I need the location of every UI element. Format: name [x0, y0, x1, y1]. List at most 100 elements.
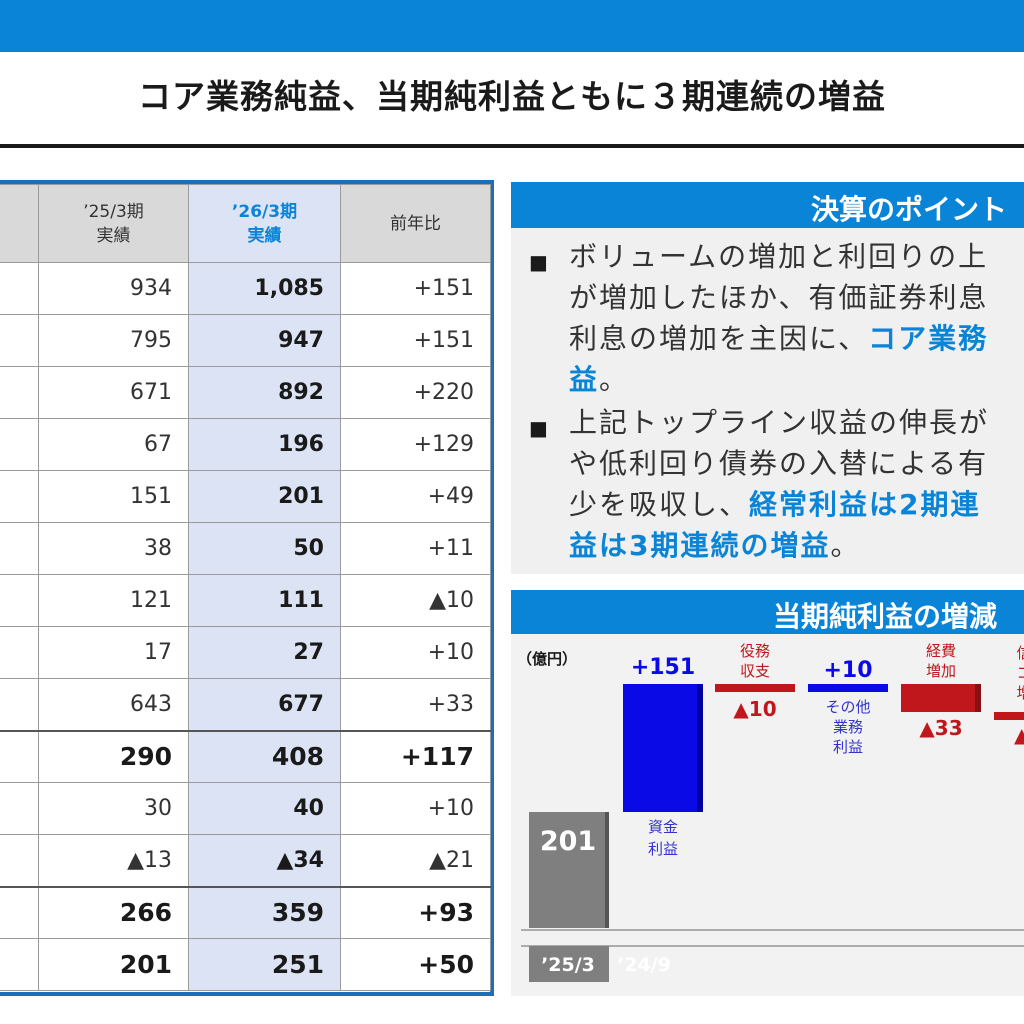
cell-current: 196 [188, 418, 341, 471]
cell-prev: 17 [38, 626, 189, 679]
cell-yoy: +129 [340, 418, 491, 471]
axis-label: ’25/3 [541, 954, 595, 976]
cell-yoy: +220 [340, 366, 491, 419]
cell-current: 111 [188, 574, 341, 627]
row-label-cell [0, 729, 39, 783]
step-label-3b: 業務 [833, 718, 863, 736]
table-row: 290 408 +117 [0, 729, 491, 783]
cell-prev: 934 [38, 262, 189, 315]
step-bar-1 [623, 684, 703, 812]
step-label-2a: 役務 [740, 642, 770, 660]
row-label-cell [0, 885, 39, 939]
bullet-icon: ■ [529, 250, 548, 274]
cell-yoy: +93 [340, 885, 491, 939]
cell-prev: 795 [38, 314, 189, 367]
page-title: コア業務純益、当期純利益ともに３期連続の増益 [138, 77, 886, 116]
cell-current: 892 [188, 366, 341, 419]
cell-yoy: +151 [340, 262, 491, 315]
col-header-yoy: 前年比 [340, 184, 491, 263]
cell-current: 40 [188, 782, 341, 835]
cell-yoy: ▲21 [340, 834, 491, 887]
step-bar-1-shade [697, 684, 703, 812]
table-header-row: ’25/3期 実績 ’26/3期 実績 前年比 [0, 184, 491, 263]
cell-current: 27 [188, 626, 341, 679]
table-row: 671 892 +220 [0, 366, 491, 419]
cell-prev: 30 [38, 782, 189, 835]
cell-yoy: +49 [340, 470, 491, 523]
step-label-4a: 経費 [926, 642, 956, 660]
row-label-cell [0, 262, 39, 315]
step-label-2b: 収支 [740, 662, 770, 680]
row-label-cell [0, 366, 39, 419]
cell-yoy: +10 [340, 782, 491, 835]
table-row: 30 40 +10 [0, 782, 491, 835]
row-label-cell [0, 782, 39, 835]
table-row: 795 947 +151 [0, 314, 491, 367]
cell-current: 1,085 [188, 262, 341, 315]
cell-yoy: +151 [340, 314, 491, 367]
base-bar-label: 201 [540, 826, 596, 857]
step-value-4: ▲33 [919, 716, 962, 740]
cell-prev: 266 [38, 885, 189, 939]
table-row: 151 201 +49 [0, 470, 491, 523]
cell-yoy: +10 [340, 626, 491, 679]
cell-yoy: +11 [340, 522, 491, 575]
row-label-cell [0, 574, 39, 627]
title-divider [0, 144, 1024, 148]
cell-prev: 290 [38, 729, 189, 783]
cell-yoy: +117 [340, 729, 491, 783]
cell-prev: 151 [38, 470, 189, 523]
waterfall-header: 当期純利益の増減 [511, 590, 1024, 634]
points-header: 決算のポイント [511, 182, 1024, 228]
step-label-3a: その他 [825, 698, 870, 716]
cell-prev: ▲13 [38, 834, 189, 887]
unit-label: （億円） [517, 650, 577, 668]
step-value-5-icon: ▲ [1014, 723, 1024, 747]
row-label-cell [0, 470, 39, 523]
row-label-header [0, 184, 39, 263]
row-label-cell [0, 522, 39, 575]
row-label-cell [0, 418, 39, 471]
step-value-3: +10 [823, 658, 872, 683]
waterfall-chart: （億円） 201 ’25/3 ’24/9 +151 資金 利益 役務 収支 ▲1… [511, 634, 1024, 996]
waterfall-svg: （億円） 201 ’25/3 ’24/9 +151 資金 利益 役務 収支 ▲1… [517, 642, 1024, 982]
point-2: 上記トップライン収益の伸長が や低利回り債券の入替による有 少を吸収し、経常利益… [569, 406, 990, 562]
step-label-5a: 信 [1016, 644, 1024, 662]
table-row: 17 27 +10 [0, 626, 491, 679]
row-label-cell [0, 938, 39, 991]
table-row: 121 111 ▲10 [0, 574, 491, 627]
table-row: 201 251 +50 [0, 938, 491, 991]
table-row: 67 196 +129 [0, 418, 491, 471]
step-label-4b: 増加 [926, 662, 956, 680]
step-label-3c: 利益 [833, 738, 863, 756]
cell-current: 677 [188, 678, 341, 731]
cell-current: 201 [188, 470, 341, 523]
cell-yoy: +50 [340, 938, 491, 991]
step-label-5b: コ [1016, 664, 1024, 682]
cell-current: 947 [188, 314, 341, 367]
row-label-cell [0, 626, 39, 679]
cell-yoy: +33 [340, 678, 491, 731]
table-row: ▲13 ▲34 ▲21 [0, 834, 491, 887]
step-label-5c: 増 [1016, 684, 1024, 702]
base-bar [529, 812, 609, 928]
cell-prev: 201 [38, 938, 189, 991]
cell-prev: 67 [38, 418, 189, 471]
table-row: 266 359 +93 [0, 885, 491, 939]
cell-current: 359 [188, 885, 341, 939]
step-bar-3 [808, 684, 888, 692]
cell-prev: 38 [38, 522, 189, 575]
step-bar-5 [994, 712, 1024, 720]
top-accent-bar [0, 0, 1024, 52]
cell-prev: 671 [38, 366, 189, 419]
row-label-cell [0, 678, 39, 731]
bullet-icon: ■ [529, 416, 548, 440]
points-panel: ■ ボリュームの増加と利回りの上 が増加したほか、有価証券利息 利息の増加を主因… [511, 228, 1024, 574]
cell-current: ▲34 [188, 834, 341, 887]
cell-prev: 643 [38, 678, 189, 731]
col-header-prev: ’25/3期 実績 [38, 184, 189, 263]
point-1: ボリュームの増加と利回りの上 が増加したほか、有価証券利息 利息の増加を主因に、… [569, 240, 989, 396]
table-row: 643 677 +33 [0, 678, 491, 731]
step-bar-4 [901, 684, 981, 712]
col-header-current: ’26/3期 実績 [188, 184, 341, 263]
